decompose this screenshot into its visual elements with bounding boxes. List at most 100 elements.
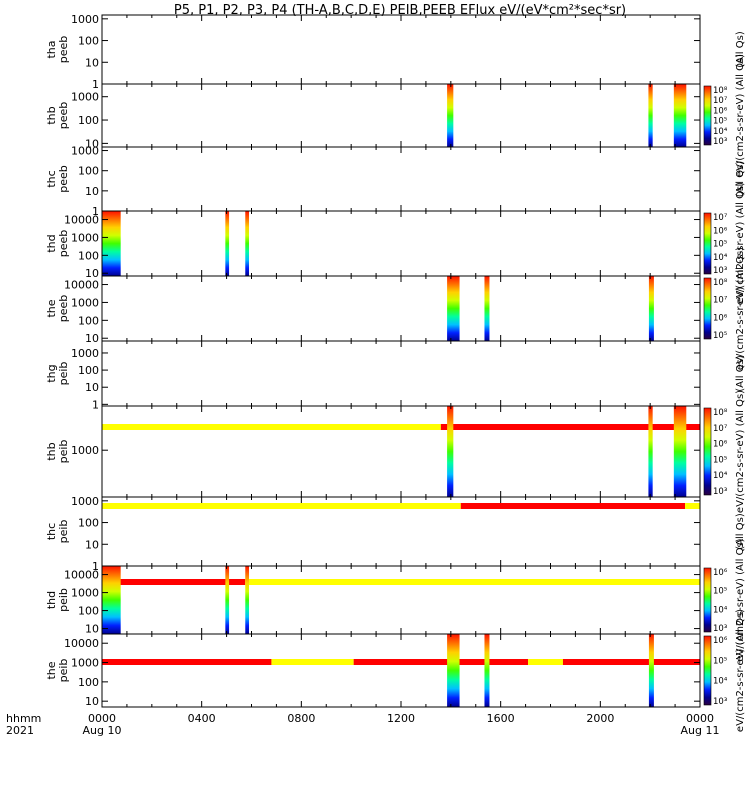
y-axis-instrument-label: peeb xyxy=(57,36,70,64)
colorbar-tick-label: 10⁴ xyxy=(713,605,728,615)
burst-mark xyxy=(648,84,653,147)
y-tick-label: 1 xyxy=(92,205,99,218)
colorbar-title: eV/(cm2-s-sr-eV) (All Qs) xyxy=(735,182,746,305)
burst-mark xyxy=(484,634,490,707)
panel-thd-peib: 10000 1000 100 10 thd peib 10⁶ 10⁵ 10⁴ 10³ eV/(cm2… xyxy=(45,538,746,665)
colorbar-tick-label: 10⁵ xyxy=(713,455,727,465)
colorbar-tick-label: 10⁸ xyxy=(713,408,728,418)
y-axis-probe-label: thd xyxy=(45,234,58,252)
panel-frame xyxy=(101,210,701,277)
y-tick-label: 10000 xyxy=(64,279,99,292)
mode-bar-segment xyxy=(562,659,700,665)
x-tick-label: 1600 xyxy=(487,712,515,725)
mode-bar-segment xyxy=(460,503,686,509)
colorbar-tick-label: 10⁶ xyxy=(713,440,728,450)
colorbar-title: eV/(cm2-s-sr-eV) (All Qs) xyxy=(735,609,746,732)
mode-bar-segment xyxy=(685,503,700,509)
mode-bar-segment xyxy=(102,579,246,585)
y-tick-label: 100 xyxy=(78,249,99,262)
mode-bar-segment xyxy=(528,659,563,665)
y-tick-label: 10 xyxy=(85,56,99,69)
y-axis-probe-label: the xyxy=(45,661,58,679)
panel-frame xyxy=(101,14,701,85)
y-tick-label: 10 xyxy=(85,623,99,636)
burst-mark xyxy=(447,634,460,707)
y-tick-label: 10 xyxy=(85,332,99,345)
mode-bar-segment xyxy=(102,424,441,430)
panel-frame xyxy=(101,146,701,212)
colorbar xyxy=(703,277,712,340)
mode-bar-segment xyxy=(353,659,529,665)
y-axis-instrument-label: peeb xyxy=(57,165,70,193)
y-tick-label: 1000 xyxy=(71,231,99,244)
colorbar-title: (All Qs) xyxy=(735,513,746,550)
panel-tha-peeb: 1000 100 10 1 tha peeb (All Qs) xyxy=(45,13,746,91)
x-tick-label: 0800 xyxy=(287,712,315,725)
y-tick-label: 10000 xyxy=(64,637,99,650)
y-axis-instrument-label: peib xyxy=(57,520,70,544)
y-tick-label: 10000 xyxy=(64,214,99,227)
burst-mark xyxy=(102,211,121,276)
y-axis-instrument-label: peeb xyxy=(57,102,70,130)
colorbar-tick-label: 10⁷ xyxy=(713,296,728,306)
x-tick-sublabel: Aug 11 xyxy=(681,724,720,737)
x-tick-sublabel: Aug 10 xyxy=(83,724,122,737)
y-tick-label: 100 xyxy=(78,517,99,530)
panel-frame xyxy=(101,405,701,498)
colorbar-tick-label: 10⁵ xyxy=(713,117,727,127)
y-axis-probe-label: thb xyxy=(45,106,58,124)
y-tick-label: 100 xyxy=(78,605,99,618)
colorbar-title: eV/(cm2-s-sr-eV) (All Qs) xyxy=(735,54,746,177)
colorbar-tick-label: 10⁷ xyxy=(713,424,728,434)
colorbar-tick-label: 10⁶ xyxy=(713,636,728,646)
mode-bar-segment xyxy=(102,659,272,665)
y-tick-label: 1000 xyxy=(71,296,99,309)
burst-mark xyxy=(447,84,454,147)
burst-mark xyxy=(245,211,250,276)
burst-mark xyxy=(648,406,653,497)
colorbar-tick-label: 10⁷ xyxy=(713,96,728,106)
panel-thg-peib: 1000 100 10 1 thg peib (All Qs) xyxy=(45,340,746,430)
colorbar-title: eV/(cm2-s-sr-eV) (All Qs) xyxy=(735,247,746,370)
panel-frame xyxy=(101,565,701,635)
y-axis-instrument-label: peib xyxy=(57,659,70,683)
mode-bar-segment xyxy=(271,659,354,665)
y-axis-probe-label: thc xyxy=(45,523,58,540)
x-tick-label: 0000 xyxy=(88,712,116,725)
colorbar-tick-label: 10⁷ xyxy=(713,213,728,223)
y-tick-label: 1000 xyxy=(71,657,99,670)
burst-mark xyxy=(648,634,654,707)
panel-frame xyxy=(101,275,701,342)
y-tick-label: 1000 xyxy=(71,91,99,104)
chart-title: P5, P1, P2, P3, P4 (TH-A,B,C,D,E) PEIB,P… xyxy=(174,3,626,18)
colorbar-tick-label: 10³ xyxy=(713,137,727,147)
burst-mark xyxy=(245,566,250,634)
y-axis-probe-label: thg xyxy=(45,364,58,382)
colorbar-tick-label: 10⁸ xyxy=(713,278,728,288)
mode-bar-segment xyxy=(440,424,700,430)
burst-mark xyxy=(102,566,121,634)
colorbar-tick-label: 10⁵ xyxy=(713,240,727,250)
y-axis-instrument-label: peib xyxy=(57,362,70,386)
panel-the-peeb: 10000 1000 100 10 the peeb 10⁸ 10⁷ 10⁶ 10⁵ eV/(cm2… xyxy=(45,247,746,370)
colorbar-title: eV/(cm2-s-sr-eV) (All Qs) xyxy=(735,538,746,661)
y-tick-label: 100 xyxy=(78,676,99,689)
y-axis-probe-label: thc xyxy=(45,170,58,187)
colorbar-tick-label: 10⁴ xyxy=(713,677,728,687)
colorbar-title: (All Qs) xyxy=(735,31,746,68)
y-tick-label: 100 xyxy=(78,314,99,327)
mode-bar-segment xyxy=(102,503,461,509)
colorbar-tick-label: 10⁸ xyxy=(713,86,728,96)
y-tick-label: 100 xyxy=(78,114,99,127)
colorbar-tick-label: 10⁵ xyxy=(713,587,727,597)
y-tick-label: 10 xyxy=(85,185,99,198)
colorbar-title: (All Qs) xyxy=(735,355,746,392)
colorbar-tick-label: 10⁵ xyxy=(713,331,727,341)
colorbar-tick-label: 10⁴ xyxy=(713,471,728,481)
burst-mark xyxy=(673,406,687,497)
panel-thd-peeb: 10000 1000 100 10 thd peeb 10⁷ 10⁶ 10⁵ 10⁴ 10³ eV/(… xyxy=(45,182,746,305)
panel-thb-peib: 1000 thb peib 10⁸ 10⁷ 10⁶ 10⁵ 10⁴ 10³ eV/(cm2-s-s… xyxy=(45,390,746,513)
colorbar-tick-label: 10³ xyxy=(713,266,727,276)
